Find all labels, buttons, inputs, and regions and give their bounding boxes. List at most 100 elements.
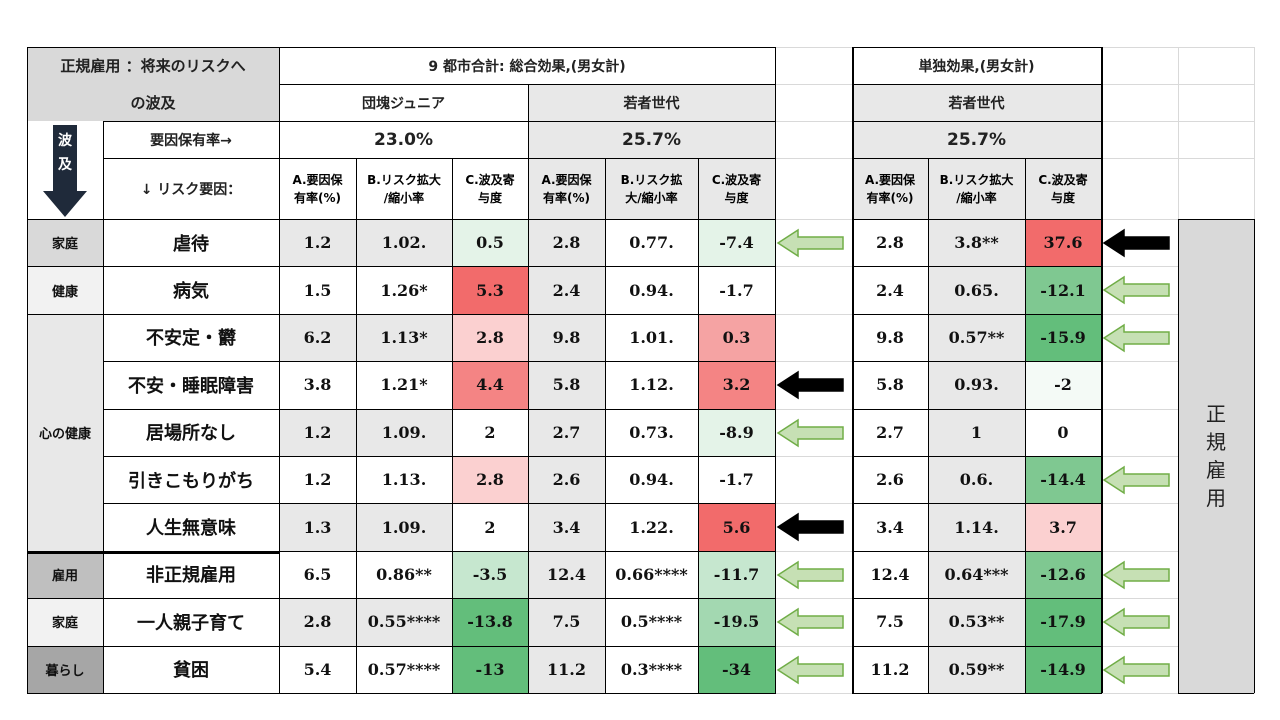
value-cell: 11.2 [528,645,605,693]
right-label-char: 規 [1206,430,1226,454]
grid-line [279,47,280,693]
green-left-arrow-icon [1102,323,1172,357]
grid-line [27,219,279,220]
value-cell: 1.3 [279,503,356,551]
grid-line [852,598,1102,600]
value-cell: 3.7 [1025,503,1101,551]
value-cell: 2.6 [852,456,928,504]
group-single: 単独効果,(男女計) [852,47,1101,84]
grid-line [1178,219,1179,693]
rate-wakamono-single: 25.7% [852,121,1101,158]
grid-line [605,158,606,693]
category-label: 家庭 [27,219,103,267]
grid-line [528,84,529,693]
value-cell: 2 [452,408,528,456]
value-cell: 2.4 [852,266,928,314]
value-cell: 1.02. [356,219,452,267]
grid-line [103,313,776,315]
value-cell: 12.4 [852,550,928,599]
green-left-arrow-icon [776,655,846,689]
value-cell: -13 [452,645,528,693]
col-c-wakamono: C.波及寄 与度 [698,158,775,219]
value-cell: 2.8 [852,219,928,267]
col-c-wakamono-line: C.波及寄 [711,172,762,187]
col-b-wakamono-line: 大/縮小率 [625,190,678,205]
value-cell: 2.8 [528,219,605,267]
title-line1: 正規雇用 ：将来のリスクへ [27,47,279,84]
right-label-char: 雇 [1206,458,1226,482]
grid-line [27,219,103,220]
grid-line [103,550,776,552]
value-cell: -14.4 [1025,456,1101,504]
green-left-arrow-icon [776,560,846,594]
factor-label: 一人親子育て [103,598,279,646]
grid-line [27,550,103,552]
grid-line [27,313,103,315]
grid-line [852,550,1102,552]
col-c-single-line: C.波及寄 [1038,172,1088,187]
category-label: 雇用 [27,550,103,599]
right-label-char: 用 [1206,486,1226,510]
value-cell: 2.8 [279,598,356,646]
grid-line [852,121,1102,122]
value-cell: 5.8 [852,361,928,409]
value-cell: 0.59** [928,645,1025,693]
value-cell: 5.8 [528,361,605,409]
factor-label: 病気 [103,266,279,314]
value-cell: -3.5 [452,550,528,599]
grid-line [1178,693,1254,694]
value-cell: 3.8** [928,219,1025,267]
green-left-arrow-icon [1102,275,1172,309]
value-cell: -14.9 [1025,645,1101,693]
factor-label: 不安・睡眠障害 [103,361,279,409]
factor-label: 不安定・欝 [103,313,279,362]
value-cell: 0.77. [605,219,698,267]
value-cell: 5.6 [698,503,775,551]
col-b-dankai-line: B.リスク拡大 [367,172,441,187]
value-cell: 0.86** [356,550,452,599]
value-cell: 1.22. [605,503,698,551]
grid-line [103,361,776,363]
col-a-single-line: A.要因保 [864,172,916,187]
factor-label: 貧困 [103,645,279,693]
value-cell: -15.9 [1025,313,1101,362]
green-left-arrow-icon [776,418,846,452]
value-cell: 2.8 [452,456,528,504]
value-cell: -17.9 [1025,598,1101,646]
value-cell: 1.26* [356,266,452,314]
value-cell: 0.93. [928,361,1025,409]
grid-line [356,158,357,693]
value-cell: 2.6 [528,456,605,504]
value-cell: 37.6 [1025,219,1101,267]
grid-line [852,503,1102,505]
value-cell: 4.4 [452,361,528,409]
factor-label: 虐待 [103,219,279,267]
col-a-single: A.要因保 有率(%) [852,158,928,219]
grid-line [852,219,1102,220]
title-line2: の波及 [27,84,279,121]
value-cell: 0.57** [928,313,1025,362]
category-label: 家庭 [27,598,103,646]
category-label: 健康 [27,266,103,314]
col-b-dankai-line: /縮小率 [383,190,425,205]
grid-line [852,266,1102,268]
value-cell: -13.8 [452,598,528,646]
value-cell: 9.8 [528,313,605,362]
value-cell: 11.2 [852,645,928,693]
grid-line [27,47,28,693]
value-cell: -34 [698,645,775,693]
value-cell: 1.09. [356,503,452,551]
grid-line [852,645,1102,647]
grid-line [852,693,1102,694]
value-cell: 1.13* [356,313,452,362]
sub-wakamono-single: 若者世代 [852,84,1101,121]
grid-line [103,266,776,268]
risk-label: ↓ リスク要因： [103,158,279,219]
value-cell: 2.7 [852,408,928,456]
value-cell: -7.4 [698,219,775,267]
green-left-arrow-icon [1102,607,1172,641]
ripple-char-1: 波 [58,133,72,149]
grid-line [1025,158,1026,693]
value-cell: 0.3 [698,313,775,362]
